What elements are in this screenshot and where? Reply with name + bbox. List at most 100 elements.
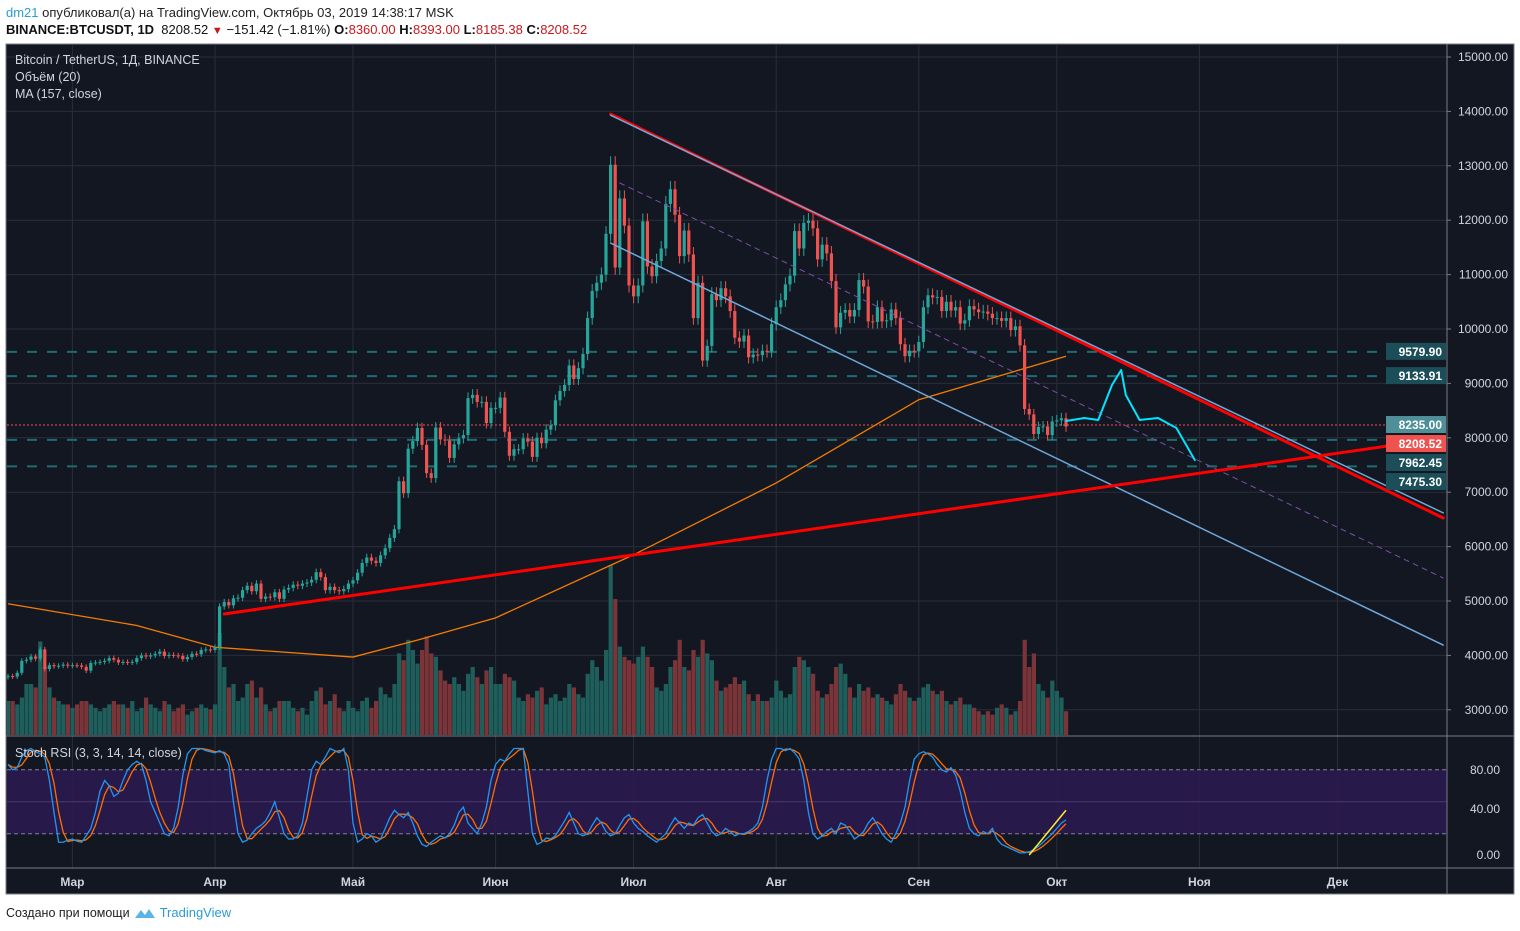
candle-body (779, 300, 783, 308)
candle-body (443, 439, 447, 441)
price-badge-label: 9133.91 (1399, 369, 1443, 383)
candle-body (388, 537, 392, 549)
channel-midline[interactable] (619, 182, 1444, 579)
candle (434, 422, 438, 483)
candle (291, 581, 295, 592)
candle (438, 422, 442, 445)
candle (162, 648, 166, 659)
candle (862, 272, 866, 294)
candle (305, 579, 309, 588)
volume-bar (1008, 714, 1013, 735)
price-badge (1386, 367, 1446, 385)
volume-bar (493, 684, 498, 735)
volume-bar (1050, 680, 1055, 735)
channel-upper-line[interactable] (609, 114, 1444, 514)
projection-path[interactable] (1065, 369, 1196, 461)
candle (760, 344, 764, 362)
candle-body (958, 307, 962, 324)
candle (452, 439, 456, 463)
candle-body (682, 230, 686, 257)
candle (622, 190, 626, 234)
candle-body (208, 649, 212, 651)
stoch-d-line (7, 747, 1067, 854)
candle-body (774, 307, 778, 325)
candle (461, 429, 465, 444)
stoch-trendline[interactable] (1028, 809, 1067, 856)
tradingview-link[interactable]: TradingView (159, 905, 232, 920)
candle (986, 304, 990, 321)
candle (66, 662, 70, 669)
volume-bar (217, 633, 222, 735)
volume-bar (723, 687, 728, 735)
candle-body (402, 481, 406, 494)
candle (153, 651, 157, 659)
candle (935, 289, 939, 305)
tradingview-logo-icon (134, 908, 155, 918)
channel-lower-line[interactable] (609, 242, 1444, 646)
candle-body (47, 665, 51, 669)
candle-body (535, 437, 539, 457)
volume-bar (38, 641, 43, 735)
candle (1032, 408, 1036, 440)
candle-body (89, 663, 93, 671)
drawings[interactable] (222, 112, 1445, 646)
candle (595, 275, 599, 298)
volume-bar (834, 667, 839, 735)
candle-body (540, 437, 544, 444)
candle-body (558, 391, 562, 401)
candle (158, 648, 162, 657)
support-trendline[interactable] (222, 436, 1445, 616)
candle-body (204, 649, 208, 651)
candle-body (11, 676, 15, 678)
candle (11, 673, 15, 679)
volume-bar (866, 687, 871, 735)
candle-body (319, 572, 323, 578)
candle-body (1046, 426, 1050, 436)
candle (406, 443, 410, 498)
price-badge-label: 8235.00 (1399, 418, 1443, 432)
candle-body (222, 602, 226, 607)
candle (172, 652, 176, 659)
volume-bar (755, 694, 760, 735)
candle-body (268, 596, 272, 598)
candle-body (121, 661, 125, 663)
price-axis[interactable]: 3000.00 4000.00 5000.00 6000.00 7000.00 8000.… (1447, 50, 1508, 717)
volume-bar (70, 707, 75, 735)
candle-body (931, 295, 935, 298)
candle-body (291, 584, 295, 588)
price-tick-label: 3000.00 (1465, 703, 1509, 717)
time-axis[interactable]: Мар Апр Май Июн Июл Авг Сен Окт Ноя Дек (60, 875, 1349, 889)
candle-body (1004, 318, 1008, 321)
candle-body (857, 280, 861, 310)
stoch-axis[interactable]: 80.00 40.00 0.00 (1470, 763, 1500, 862)
candle-body (57, 665, 61, 667)
candle-body (227, 602, 231, 606)
author-link[interactable]: dm21 (6, 5, 39, 20)
price-level-badges: 9579.90 9133.91 8235.00 8208.52 7962.45 7475.… (1386, 342, 1446, 491)
volume-bar (397, 653, 402, 735)
legend-volume: Объём (20) (15, 70, 81, 84)
candle-body (986, 311, 990, 314)
candle (843, 303, 847, 320)
volume-bar (967, 704, 972, 735)
candle-body (756, 354, 760, 356)
candle-body (618, 198, 622, 268)
price-change: −151.42 (−1.81%) (226, 22, 331, 37)
candle (733, 304, 737, 345)
candle-body (921, 307, 925, 343)
candle-body (218, 606, 222, 648)
publish-info: dm21 опубликовал(а) на TradingView.com, … (6, 5, 454, 20)
candle-body (898, 318, 902, 345)
volume-bar (332, 694, 337, 735)
candle-body (190, 653, 194, 658)
candle (20, 658, 24, 676)
candle-body (300, 583, 304, 586)
candle (678, 206, 682, 264)
candle (268, 593, 272, 601)
candle (829, 245, 833, 289)
candle-body (816, 228, 820, 260)
volume-bar (663, 684, 668, 735)
candle-body (438, 427, 442, 440)
volume-bar (815, 690, 820, 735)
